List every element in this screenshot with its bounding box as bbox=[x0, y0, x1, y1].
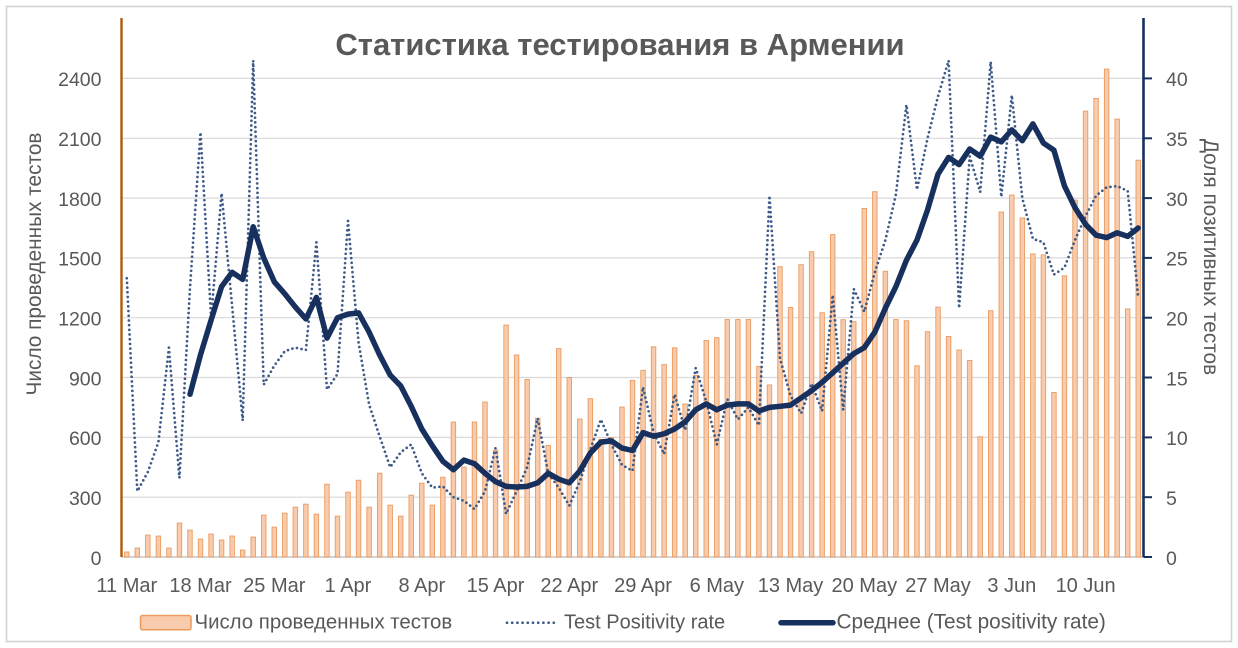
svg-text:Среднее (Test positivity rate): Среднее (Test positivity rate) bbox=[837, 611, 1106, 634]
svg-text:10 Jun: 10 Jun bbox=[1056, 575, 1116, 597]
svg-text:6 May: 6 May bbox=[690, 575, 744, 597]
svg-text:18 Mar: 18 Mar bbox=[169, 575, 232, 597]
svg-text:1800: 1800 bbox=[58, 189, 102, 211]
svg-text:10: 10 bbox=[1166, 428, 1188, 450]
svg-text:1 Apr: 1 Apr bbox=[325, 575, 372, 597]
svg-text:27 May: 27 May bbox=[905, 575, 971, 597]
svg-text:1200: 1200 bbox=[58, 309, 102, 331]
svg-text:30: 30 bbox=[1166, 189, 1188, 211]
svg-text:20: 20 bbox=[1166, 309, 1188, 331]
svg-text:15 Apr: 15 Apr bbox=[467, 575, 525, 597]
svg-text:Доля позитивных тестов: Доля позитивных тестов bbox=[1199, 139, 1222, 375]
svg-text:Число проведенных тестов: Число проведенных тестов bbox=[23, 133, 46, 396]
svg-text:11 Mar: 11 Mar bbox=[96, 575, 157, 597]
svg-text:40: 40 bbox=[1166, 69, 1188, 91]
svg-text:0: 0 bbox=[91, 548, 102, 570]
svg-text:2400: 2400 bbox=[58, 69, 102, 91]
svg-text:20 May: 20 May bbox=[832, 575, 898, 597]
svg-text:0: 0 bbox=[1166, 548, 1177, 570]
svg-text:13 May: 13 May bbox=[758, 575, 824, 597]
svg-text:300: 300 bbox=[69, 488, 102, 510]
svg-text:29 Apr: 29 Apr bbox=[614, 575, 672, 597]
svg-text:25 Mar: 25 Mar bbox=[243, 575, 306, 597]
svg-text:Статистика тестирования в Арме: Статистика тестирования в Армении bbox=[335, 27, 904, 62]
svg-text:25: 25 bbox=[1166, 249, 1188, 271]
svg-text:600: 600 bbox=[69, 428, 102, 450]
svg-text:35: 35 bbox=[1166, 129, 1188, 151]
svg-text:15: 15 bbox=[1166, 368, 1188, 390]
svg-text:5: 5 bbox=[1166, 488, 1177, 510]
svg-text:1500: 1500 bbox=[58, 249, 102, 271]
svg-text:Число проведенных тестов: Число проведенных тестов bbox=[195, 612, 453, 634]
svg-text:Test Positivity rate: Test Positivity rate bbox=[564, 612, 725, 634]
svg-text:900: 900 bbox=[69, 368, 102, 390]
svg-text:2100: 2100 bbox=[58, 129, 102, 151]
svg-text:3 Jun: 3 Jun bbox=[987, 575, 1036, 597]
svg-text:8 Apr: 8 Apr bbox=[398, 575, 445, 597]
svg-text:22 Apr: 22 Apr bbox=[540, 575, 598, 597]
